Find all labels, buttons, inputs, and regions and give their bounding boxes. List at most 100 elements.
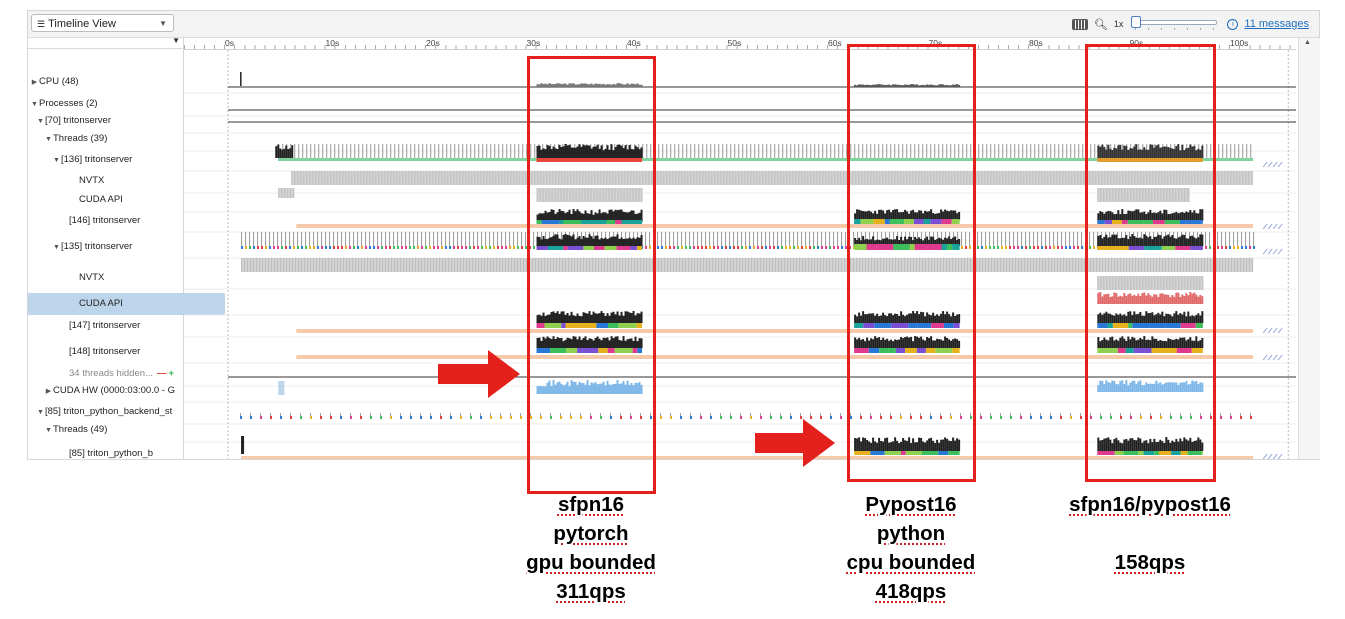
event-tick [1005, 246, 1008, 249]
event-tick [1160, 416, 1163, 419]
nvtx-range [379, 258, 381, 272]
activity-bar [578, 381, 581, 394]
tree-row[interactable]: [147] tritonserver [28, 315, 215, 337]
nvtx-range [514, 258, 516, 272]
activity-bar [558, 238, 561, 246]
activity-bar [634, 145, 637, 158]
tree-row[interactable]: 34 threads hidden... — + [28, 364, 215, 384]
tree-row[interactable]: ▶ CPU (48) [28, 71, 185, 93]
tree-row[interactable]: ▼[136] tritonserver [28, 149, 207, 171]
expand-right-icon[interactable]: ▶ [45, 388, 52, 395]
vertical-scrollbar[interactable]: ▲ [1298, 38, 1320, 459]
tree-row[interactable]: ▼Processes (2) [28, 94, 185, 114]
event-tick [1080, 413, 1082, 416]
activity-bar [860, 339, 863, 348]
activity-bar [926, 312, 929, 323]
event-tick [914, 144, 916, 158]
expand-down-icon[interactable]: ▼ [45, 136, 52, 143]
nvtx-range [1222, 258, 1224, 272]
zoom-slider[interactable] [1129, 15, 1221, 33]
timeline-area[interactable]: 0s 10s 20s 30s 40s 50s 60s 70s 80s 90s 100s [184, 38, 1296, 459]
event-tick [673, 232, 675, 246]
nvtx-range [865, 258, 867, 272]
tree-row[interactable]: NVTX [28, 267, 225, 289]
nvtx-range [468, 171, 470, 185]
zoom-icon[interactable]: 🔍︎ [1093, 18, 1108, 31]
nvtx-range [702, 171, 704, 185]
expand-down-icon[interactable]: ▼ [37, 409, 44, 416]
kernel-band [1180, 451, 1188, 455]
keyboard-icon[interactable] [1071, 18, 1088, 30]
event-tick [880, 416, 883, 419]
event-tick [1081, 232, 1083, 246]
tree-row[interactable]: ▼[70] tritonserver [28, 111, 191, 131]
nvtx-range [1115, 188, 1117, 202]
nvtx-range [979, 258, 981, 272]
scroll-up-icon[interactable]: ▲ [1304, 39, 1311, 46]
view-select[interactable]: ☰ Timeline View ▼ [31, 14, 174, 32]
tree-row[interactable]: [85] triton_python_b [28, 441, 215, 467]
event-tick [341, 232, 343, 246]
activity-bar [618, 339, 621, 348]
event-tick [473, 246, 476, 249]
expand-down-icon[interactable]: ▼ [37, 118, 44, 125]
expand-down-icon[interactable]: ▼ [31, 101, 38, 108]
tree-row[interactable]: NVTX [28, 171, 225, 191]
tree-row[interactable]: ▼Threads (49) [28, 420, 199, 440]
activity-bar [562, 211, 565, 222]
event-tick [658, 144, 660, 158]
tree-row[interactable]: ▼[135] tritonserver [28, 236, 207, 258]
activity-bar [1193, 146, 1196, 158]
collapse-threads-icon[interactable]: — [156, 368, 167, 379]
event-tick [770, 413, 772, 416]
activity-bar [1153, 212, 1156, 221]
activity-bar [1185, 148, 1188, 158]
tree-row[interactable]: CUDA API [28, 293, 225, 315]
messages-link[interactable]: 11 messages [1244, 18, 1309, 30]
event-tick [1077, 232, 1079, 246]
event-tick [913, 232, 915, 246]
nvtx-range [1157, 188, 1159, 202]
tree-row[interactable]: ▼[85] triton_python_backend_st [28, 402, 191, 422]
nvtx-range [1033, 258, 1035, 272]
activity-bar [538, 145, 541, 158]
activity-bar [1115, 234, 1118, 246]
event-tick [422, 144, 424, 158]
activity-bar [634, 213, 637, 222]
nvtx-range [921, 171, 923, 185]
chevron-down-icon[interactable]: ▼ [172, 36, 180, 45]
nvtx-range [682, 258, 684, 272]
tree-row[interactable]: [148] tritonserver [28, 341, 215, 363]
event-tick [845, 232, 847, 246]
nvtx-range [1120, 258, 1122, 272]
expand-threads-icon[interactable]: + [168, 368, 175, 379]
tree-row[interactable]: [146] tritonserver [28, 210, 215, 232]
nvtx-range [748, 258, 750, 272]
activity-bar [590, 83, 593, 87]
expand-down-icon[interactable]: ▼ [53, 157, 60, 164]
tree-row[interactable]: CUDA API [28, 190, 225, 210]
event-tick [482, 144, 484, 158]
timeline-canvas[interactable] [184, 38, 1296, 459]
zoom-slider-thumb[interactable] [1131, 16, 1142, 28]
kernel-band [904, 219, 914, 226]
activity-bar [568, 235, 571, 246]
expand-down-icon[interactable]: ▼ [53, 244, 60, 251]
activity-bar [1159, 382, 1162, 392]
activity-bar [1155, 442, 1158, 451]
activity-bar [568, 144, 571, 158]
activity-bar [566, 211, 569, 222]
activity-bar [600, 84, 603, 87]
kernel-band [608, 323, 619, 328]
nvtx-range [826, 258, 828, 272]
tree-row[interactable]: ▼Threads (39) [28, 129, 199, 149]
activity-bar [1169, 147, 1172, 158]
tree-row[interactable]: ▶ CUDA HW (0000:03:00.0 - G [28, 380, 199, 402]
expand-down-icon[interactable]: ▼ [45, 427, 52, 434]
activity-bar [1159, 439, 1162, 451]
nvtx-range [1237, 258, 1239, 272]
activity-bar [942, 84, 945, 87]
expand-right-icon[interactable]: ▶ [31, 79, 38, 86]
time-ruler[interactable]: 0s 10s 20s 30s 40s 50s 60s 70s 80s 90s 100s [184, 38, 1296, 50]
nvtx-range [679, 258, 681, 272]
